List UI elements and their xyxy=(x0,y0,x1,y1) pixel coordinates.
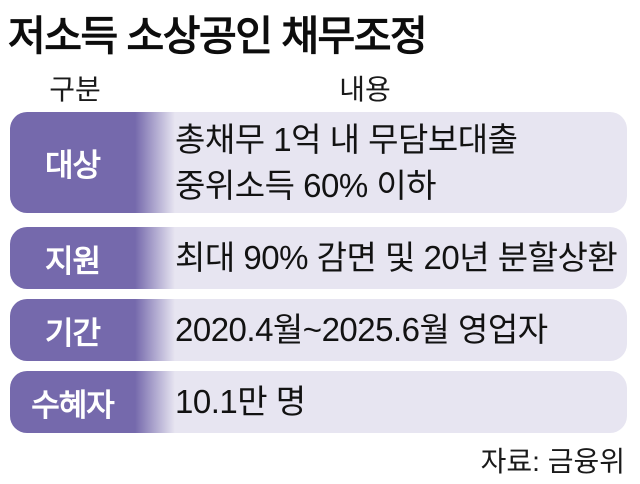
row-content: 최대 90% 감면 및 20년 분할상환 xyxy=(175,235,618,281)
page-title: 저소득 소상공인 채무조정 xyxy=(8,13,428,59)
header-category: 구분 xyxy=(49,74,101,105)
row-content-line: 2020.4월~2025.6월 영업자 xyxy=(175,311,548,348)
row-content-line: 최대 90% 감면 및 20년 분할상환 xyxy=(175,239,618,276)
table-body: 대상 총채무 1억 내 무담보대출 중위소득 60% 이하 지원 최대 90% … xyxy=(10,112,627,433)
row-content-line: 총채무 1억 내 무담보대출 xyxy=(175,120,518,158)
table-row-target: 대상 총채무 1억 내 무담보대출 중위소득 60% 이하 xyxy=(10,112,627,213)
header-content: 내용 xyxy=(339,74,391,105)
row-label: 대상 xyxy=(44,148,101,183)
row-content: 총채무 1억 내 무담보대출 중위소득 60% 이하 xyxy=(175,117,518,209)
row-content: 2020.4월~2025.6월 영업자 xyxy=(175,307,548,353)
table-row-beneficiaries: 수혜자 10.1만 명 xyxy=(10,371,627,433)
row-label: 수혜자 xyxy=(31,387,115,423)
row-content-line: 중위소득 60% 이하 xyxy=(175,166,437,204)
row-content-line: 10.1만 명 xyxy=(175,383,306,420)
row-label: 기간 xyxy=(44,315,101,351)
table-row-period: 기간 2020.4월~2025.6월 영업자 xyxy=(10,299,627,361)
source-credit: 자료: 금융위 xyxy=(480,446,625,477)
row-content: 10.1만 명 xyxy=(175,379,306,425)
row-label: 지원 xyxy=(44,243,101,279)
table-row-support: 지원 최대 90% 감면 및 20년 분할상환 xyxy=(10,227,627,289)
